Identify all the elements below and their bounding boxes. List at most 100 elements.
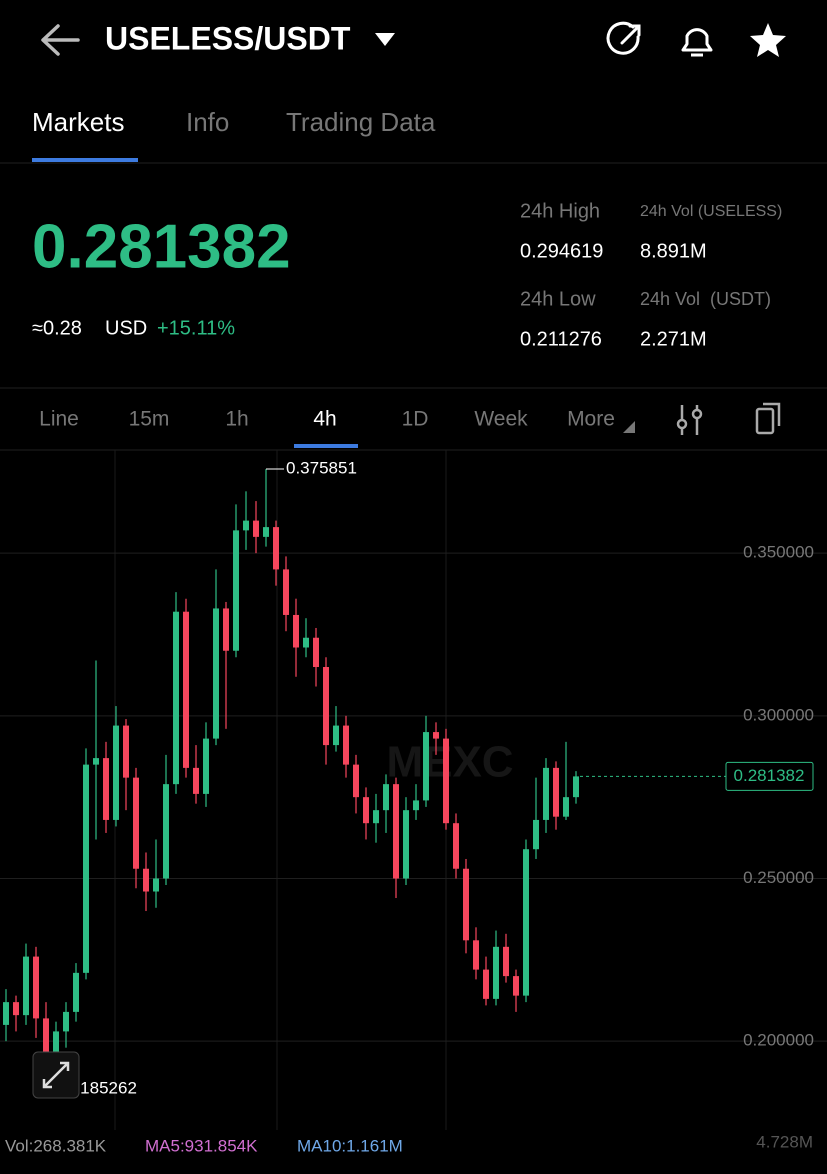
candle-body	[403, 810, 409, 879]
candle-body	[303, 637, 309, 648]
active-tab-indicator	[32, 158, 138, 162]
stat-value: 8.891M	[640, 240, 707, 262]
candle-body	[573, 776, 579, 798]
candle-body	[33, 956, 39, 1019]
candle-body	[463, 868, 469, 941]
candle-body	[193, 767, 199, 794]
interval-tab[interactable]: 4h	[313, 408, 336, 431]
volume-label: Vol:268.381K	[5, 1136, 107, 1155]
candle-body	[343, 725, 349, 765]
candle-body	[353, 764, 359, 798]
ma10-label: MA10:1.161M	[297, 1136, 403, 1155]
candle-body	[243, 520, 249, 531]
candle-body	[253, 520, 259, 537]
candle-body	[163, 784, 169, 879]
candle-body	[503, 946, 509, 977]
y-tick-label: 0.350000	[743, 543, 814, 562]
candlestick-chart: 0.200000 0.250000 0.300000 0.350000 MEXC 0.37…	[0, 450, 827, 1130]
stat-label: 24h Vol (USDT)	[640, 289, 771, 309]
candle-body	[553, 767, 559, 817]
candle-body	[213, 608, 219, 739]
candle-body	[3, 1002, 9, 1025]
interval-tab[interactable]: Line	[39, 408, 79, 431]
tab[interactable]: Trading Data	[286, 107, 436, 137]
candle-body	[533, 819, 539, 850]
y-tick-label: 0.250000	[743, 868, 814, 887]
stat-value: 2.271M	[640, 328, 707, 350]
candle-body	[43, 1018, 49, 1077]
interval-tab[interactable]: 15m	[129, 408, 170, 431]
interval-tab[interactable]: More	[567, 408, 615, 431]
candle-body	[183, 611, 189, 768]
candle-body	[263, 527, 269, 537]
candle-body	[513, 976, 519, 996]
candle-body	[93, 758, 99, 765]
interval-tab[interactable]: 1D	[402, 408, 429, 431]
usd-approx: ≈0.28	[32, 317, 82, 339]
y-tick-label: 0.200000	[743, 1031, 814, 1050]
active-interval-indicator	[294, 444, 358, 448]
stat-value: 0.211276	[520, 328, 602, 350]
stat-label: 24h Vol (USELESS)	[640, 203, 782, 220]
expand-button[interactable]	[32, 1051, 80, 1099]
stat-label: 24h Low	[520, 288, 596, 310]
candle-body	[143, 868, 149, 892]
candle-body	[493, 946, 499, 999]
more-caret	[623, 421, 635, 433]
indicator-settings[interactable]	[676, 405, 703, 435]
candle-body	[433, 732, 439, 739]
candle-body	[233, 530, 239, 651]
candle-body	[393, 784, 399, 879]
candle-body	[73, 972, 79, 1012]
alert-button[interactable]	[681, 28, 713, 57]
interval-tab[interactable]: Week	[474, 408, 528, 431]
favorite-button[interactable]	[750, 23, 786, 57]
candle-body	[113, 725, 119, 820]
candle-body	[473, 940, 479, 970]
candle-body	[313, 637, 319, 668]
candle-body	[333, 725, 339, 746]
candle-body	[383, 784, 389, 811]
last-price: 0.281382	[32, 212, 291, 281]
pair-title: USELESS/USDT	[105, 20, 351, 56]
stat-value: 0.294619	[520, 240, 603, 262]
ma5-label: MA5:931.854K	[145, 1136, 258, 1155]
candle-body	[153, 878, 159, 892]
candle-body	[443, 738, 449, 824]
candle-body	[413, 800, 419, 811]
candle-body	[453, 823, 459, 869]
volume-max: 4.728M	[756, 1132, 813, 1151]
candle-body	[23, 956, 29, 1016]
candle-body	[203, 738, 209, 794]
price-change: +15.11%	[157, 317, 235, 339]
usd-unit: USD	[105, 317, 147, 339]
candle-body	[173, 611, 179, 785]
candle-body	[103, 758, 109, 820]
interval-tab[interactable]: 1h	[225, 408, 248, 431]
candle-body	[483, 969, 489, 999]
candle-body	[63, 1011, 69, 1032]
candle-body	[123, 725, 129, 778]
candle-body	[223, 608, 229, 651]
candle-body	[83, 764, 89, 973]
candle-body	[373, 810, 379, 824]
tab[interactable]: Markets	[32, 107, 124, 137]
chart-settings[interactable]	[755, 402, 781, 435]
candle-body	[273, 527, 279, 570]
back-button[interactable]	[41, 24, 80, 56]
candle-body	[523, 849, 529, 996]
candle-body	[423, 732, 429, 801]
y-tick-label: 0.300000	[743, 705, 814, 724]
candle-body	[363, 797, 369, 824]
watermark: MEXC	[386, 738, 513, 787]
tab[interactable]: Info	[186, 107, 229, 137]
candle-body	[13, 1002, 19, 1016]
share-button[interactable]	[606, 21, 641, 55]
pair-dropdown[interactable]	[375, 33, 395, 46]
high-annotation: 0.375851	[286, 459, 357, 478]
candle-body	[563, 797, 569, 817]
last-price-box	[725, 761, 814, 791]
